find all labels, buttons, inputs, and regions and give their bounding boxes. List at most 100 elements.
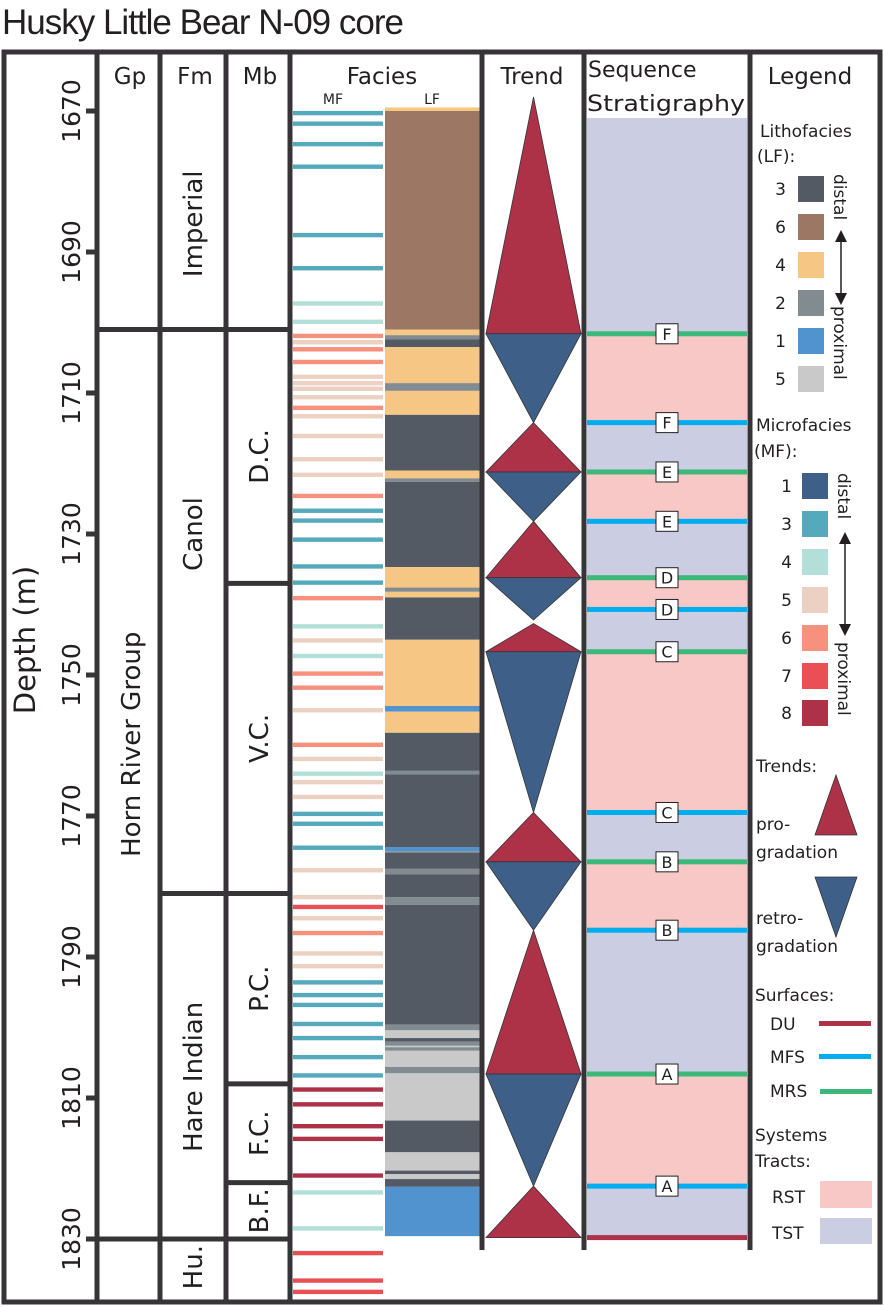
- microfacies-line-3: [293, 564, 383, 569]
- microfacies-line-5: [293, 340, 383, 345]
- microfacies-line-3: [293, 811, 383, 817]
- microfacies-line-3: [293, 110, 383, 116]
- lithofacies-block-5: [385, 1045, 480, 1048]
- microfacies-line-4: [293, 1190, 383, 1195]
- surface-label: A: [662, 1177, 673, 1196]
- microfacies-line-3: [293, 845, 383, 850]
- microfacies-line-5: [293, 916, 383, 921]
- lithofacies-block-2: [385, 383, 480, 391]
- trend-layer: [484, 96, 583, 1238]
- surface-label: C: [661, 803, 672, 822]
- lithofacies-block-3: [385, 414, 480, 471]
- outer-frame: [1, 49, 883, 1305]
- systems-tract-tst: [587, 118, 747, 334]
- microfacies-line-6: [293, 595, 383, 601]
- lithofacies-block-2: [385, 478, 480, 482]
- microfacies-line-6: [293, 347, 383, 352]
- microfacies-line-4: [293, 319, 383, 324]
- surface-label: D: [661, 600, 673, 619]
- lithofacies-block-2: [385, 1047, 480, 1051]
- microfacies-line-5: [293, 374, 383, 379]
- legend-tst-label: TST: [771, 1224, 804, 1244]
- legend-mfs-label: MFS: [770, 1048, 805, 1068]
- lithofacies-block-4: [385, 390, 480, 415]
- legend-mf-swatch-5: [802, 587, 828, 613]
- lithofacies-block-3: [385, 339, 480, 348]
- lithofacies-block-1: [385, 1186, 480, 1237]
- microfacies-line-5: [293, 457, 383, 462]
- microfacies-line-3: [293, 980, 383, 985]
- microfacies-line-7: [293, 1289, 383, 1295]
- microfacies-line-3: [293, 518, 383, 523]
- depth-tick-label: 1770: [57, 784, 86, 848]
- legend-mf-title: Microfacies: [756, 416, 852, 436]
- lithofacies-block-3: [385, 904, 480, 1025]
- lithofacies-block-4: [385, 639, 480, 707]
- surface-label-box: [655, 851, 679, 873]
- retrogradation-triangle: [485, 861, 582, 931]
- legend-lf-swatch-2: [798, 290, 824, 316]
- labels-layer: Gp Fm Mb Facies MF LF Trend Sequence Str…: [8, 58, 852, 1289]
- formation-label: Hare Indian: [179, 1002, 209, 1152]
- lithofacies-block-2: [385, 1024, 480, 1031]
- member-label: V.C.: [245, 714, 275, 763]
- microfacies-line-5: [293, 963, 383, 969]
- systems-tract-tst: [587, 930, 747, 1075]
- microfacies-line-3: [293, 141, 383, 147]
- surface-label: A: [662, 1065, 673, 1084]
- legend-prog-label2: gradation: [756, 843, 838, 863]
- microfacies-line-3: [293, 232, 383, 238]
- lithofacies-block-3: [385, 732, 480, 771]
- surface-label: D: [661, 569, 673, 588]
- microfacies-line-6: [293, 685, 383, 690]
- surface-label: E: [662, 463, 672, 482]
- surfaces-layer: F F E E DD C C B B A A: [587, 323, 747, 1241]
- lithofacies-block-5: [385, 1073, 480, 1121]
- lithofacies-block-4: [385, 329, 480, 336]
- legend-retrogradation-icon: [814, 876, 858, 939]
- progradation-triangle: [484, 623, 583, 653]
- systems-tract-rst: [587, 1074, 747, 1187]
- header-legend: Legend: [768, 64, 853, 90]
- legend-lf-swatch-4: [798, 252, 824, 278]
- surface-label-box: [655, 919, 679, 941]
- lithofacies-block-2: [385, 1041, 480, 1046]
- surface-label-box: [655, 412, 679, 434]
- microfacies-line-8: [293, 1124, 383, 1129]
- legend-lf-proximal: proximal: [829, 306, 849, 380]
- surface-label-box: [655, 598, 679, 620]
- lithofacies-block-3: [385, 1170, 480, 1175]
- microfacies-line-7: [293, 1250, 383, 1256]
- lithofacies-block-2: [385, 868, 480, 875]
- frame-layer: [1, 49, 883, 1305]
- legend-mfs-line: [819, 1054, 871, 1059]
- header-facies: Facies: [347, 64, 417, 90]
- legend-trends-title: Trends:: [755, 757, 817, 777]
- legend-mrs-label: MRS: [770, 1082, 807, 1102]
- lithofacies-block-2: [385, 851, 480, 853]
- lithofacies-block-2: [385, 770, 480, 775]
- progradation-triangle: [485, 1185, 582, 1238]
- legend-lf-code: 6: [775, 218, 786, 238]
- legend-rst-swatch: [820, 1181, 872, 1208]
- legend-surfaces-title: Surfaces:: [755, 986, 834, 1006]
- microfacies-line-5: [293, 951, 383, 956]
- retrogradation-triangle: [485, 471, 582, 522]
- legend-lf-arrow-up-icon: [835, 230, 847, 242]
- legend-prog-label1: pro-: [756, 815, 790, 835]
- microfacies-line-6: [293, 742, 383, 747]
- formation-label: Hu.: [179, 1245, 209, 1289]
- depth-axis-label: Depth (m): [8, 566, 42, 714]
- legend-progradation-icon: [814, 773, 858, 836]
- microfacies-line-4: [293, 771, 383, 776]
- surface-label: E: [662, 512, 672, 531]
- microfacies-line-6: [293, 333, 383, 339]
- surface-label: F: [662, 414, 671, 433]
- legend-mf-arrow-up-icon: [839, 532, 851, 544]
- lithofacies-block-2: [385, 897, 480, 905]
- microfacies-line-3: [293, 1035, 383, 1041]
- lithofacies-block-3: [385, 1179, 480, 1187]
- progradation-triangle: [485, 811, 582, 863]
- surface-label-box: [655, 641, 679, 663]
